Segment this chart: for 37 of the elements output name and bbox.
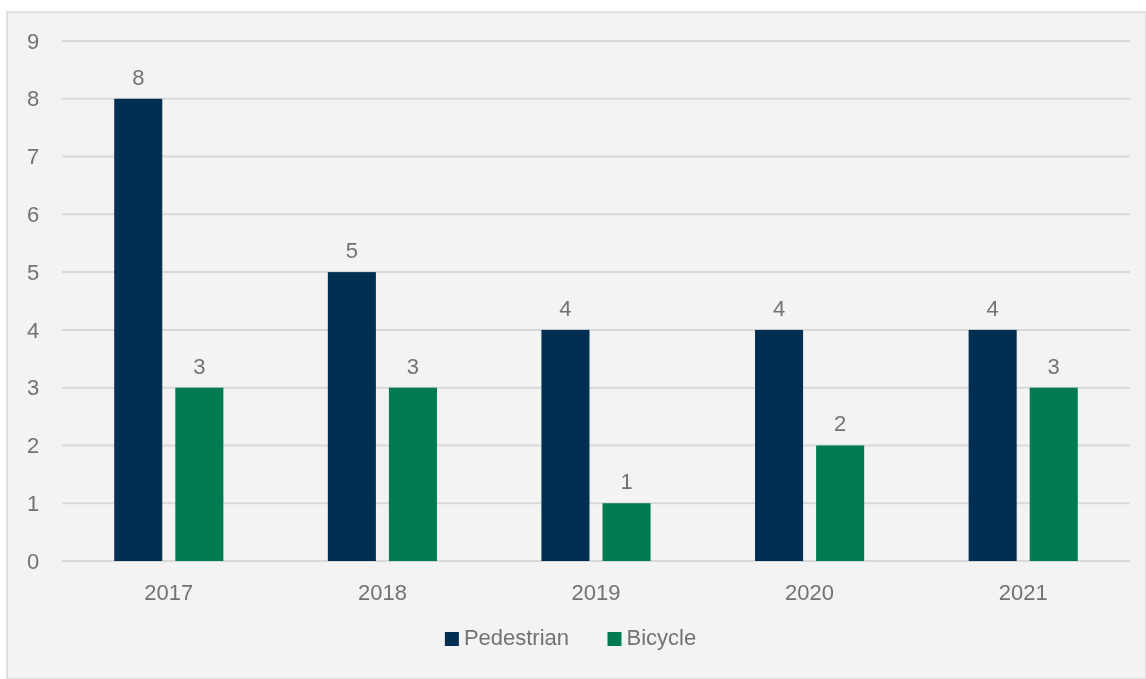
bar (602, 503, 651, 561)
data-label: 3 (193, 353, 206, 379)
y-tick-label: 4 (26, 317, 40, 343)
y-tick-label: 0 (26, 548, 40, 574)
data-label: 1 (620, 469, 633, 495)
y-tick-label: 1 (26, 490, 40, 516)
y-tick-label: 7 (26, 144, 40, 170)
legend-label: Pedestrian (463, 625, 570, 650)
bar (1029, 387, 1078, 561)
y-tick-label: 8 (26, 86, 40, 112)
bar (175, 387, 224, 561)
bar (968, 329, 1017, 561)
legend-label: Bicycle (626, 625, 697, 650)
y-tick-label: 3 (26, 375, 40, 401)
bar (816, 445, 865, 561)
x-tick-label: 2021 (998, 580, 1048, 605)
data-label: 8 (132, 64, 145, 90)
bar (327, 272, 376, 561)
bar (114, 98, 163, 561)
x-tick-label: 2019 (571, 580, 621, 605)
y-tick-label: 9 (26, 28, 40, 54)
data-label: 4 (559, 295, 572, 321)
y-tick-label: 6 (26, 202, 40, 228)
x-tick-label: 2020 (785, 580, 835, 605)
y-tick-label: 2 (26, 433, 40, 459)
data-label: 4 (986, 295, 999, 321)
x-tick-label: 2017 (144, 580, 194, 605)
bar (755, 329, 804, 561)
data-label: 3 (406, 353, 420, 379)
x-tick-label: 2018 (357, 580, 407, 605)
bar (388, 387, 437, 561)
data-label: 2 (834, 411, 847, 437)
data-label: 5 (345, 238, 358, 264)
bar (541, 329, 590, 561)
data-label: 3 (1047, 353, 1060, 379)
data-label: 4 (772, 295, 786, 321)
y-tick-label: 5 (26, 259, 40, 285)
